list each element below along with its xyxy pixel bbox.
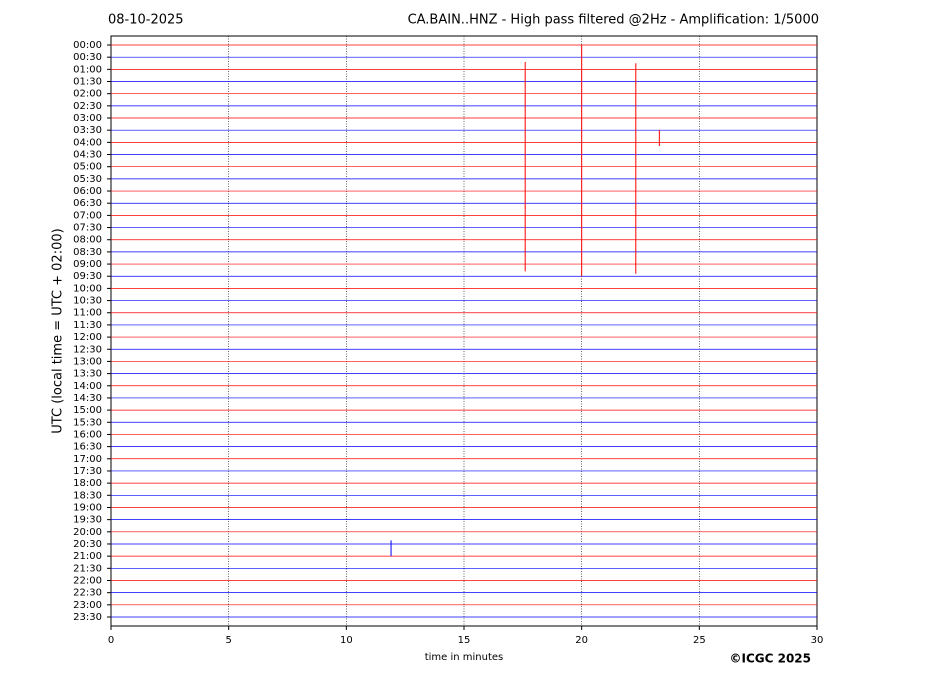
- date: 08-10-2025: [108, 13, 184, 28]
- y-tick-label: 22:30: [73, 588, 102, 599]
- y-tick-label: 15:30: [73, 417, 102, 428]
- y-tick-label: 05:00: [73, 162, 102, 173]
- y-axis-label: UTC (local time = UTC + 02:00): [51, 228, 66, 433]
- y-tick-label: 16:00: [73, 429, 102, 440]
- x-tick-label: 15: [458, 635, 471, 646]
- y-tick-label: 14:00: [73, 381, 102, 392]
- y-tick-label: 07:00: [73, 210, 102, 221]
- y-tick-label: 13:30: [73, 369, 102, 380]
- y-tick-label: 10:00: [73, 283, 102, 294]
- y-tick-label: 14:30: [73, 393, 102, 404]
- x-tick-label: 5: [225, 635, 231, 646]
- y-tick-label: 18:30: [73, 490, 102, 501]
- y-tick-label: 09:00: [73, 259, 102, 270]
- x-axis-label: time in minutes: [425, 652, 504, 663]
- x-tick-label: 0: [108, 635, 114, 646]
- y-tick-label: 00:00: [73, 40, 102, 51]
- y-tick-label: 20:30: [73, 539, 102, 550]
- x-tick-label: 10: [340, 635, 353, 646]
- y-tick-label: 02:30: [73, 101, 102, 112]
- x-tick-label: 30: [811, 635, 824, 646]
- y-tick-label: 19:30: [73, 515, 102, 526]
- y-tick-label: 23:30: [73, 612, 102, 623]
- y-tick-label: 06:00: [73, 186, 102, 197]
- y-tick-label: 15:00: [73, 405, 102, 416]
- y-tick-label: 07:30: [73, 223, 102, 234]
- y-tick-label: 08:30: [73, 247, 102, 258]
- y-tick-label: 06:30: [73, 198, 102, 209]
- y-tick-label: 08:00: [73, 235, 102, 246]
- y-tick-label: 01:00: [73, 64, 102, 75]
- y-tick-label: 17:30: [73, 466, 102, 477]
- y-tick-label: 11:30: [73, 320, 102, 331]
- y-tick-label: 03:30: [73, 125, 102, 136]
- y-tick-label: 00:30: [73, 52, 102, 63]
- chart-title: CA.BAIN..HNZ - High pass filtered @2Hz -…: [408, 13, 819, 28]
- y-tick-label: 12:00: [73, 332, 102, 343]
- y-tick-label: 21:00: [73, 551, 102, 562]
- y-tick-label: 17:00: [73, 454, 102, 465]
- x-tick-label: 25: [693, 635, 706, 646]
- y-tick-label: 02:00: [73, 89, 102, 100]
- y-tick-label: 04:00: [73, 137, 102, 148]
- y-tick-label: 05:30: [73, 174, 102, 185]
- credit: ©ICGC 2025: [729, 652, 811, 666]
- y-tick-label: 10:30: [73, 296, 102, 307]
- y-tick-label: 04:30: [73, 150, 102, 161]
- y-tick-label: 13:00: [73, 356, 102, 367]
- x-tick-label: 20: [575, 635, 588, 646]
- y-tick-label: 22:00: [73, 575, 102, 586]
- y-tick-label: 23:00: [73, 600, 102, 611]
- y-tick-label: 19:00: [73, 502, 102, 513]
- y-tick-label: 18:00: [73, 478, 102, 489]
- y-tick-label: 21:30: [73, 563, 102, 574]
- y-tick-label: 11:00: [73, 308, 102, 319]
- y-tick-label: 09:30: [73, 271, 102, 282]
- y-tick-label: 03:00: [73, 113, 102, 124]
- y-tick-label: 20:00: [73, 527, 102, 538]
- y-tick-label: 01:30: [73, 77, 102, 88]
- y-tick-label: 16:30: [73, 442, 102, 453]
- y-tick-label: 12:30: [73, 344, 102, 355]
